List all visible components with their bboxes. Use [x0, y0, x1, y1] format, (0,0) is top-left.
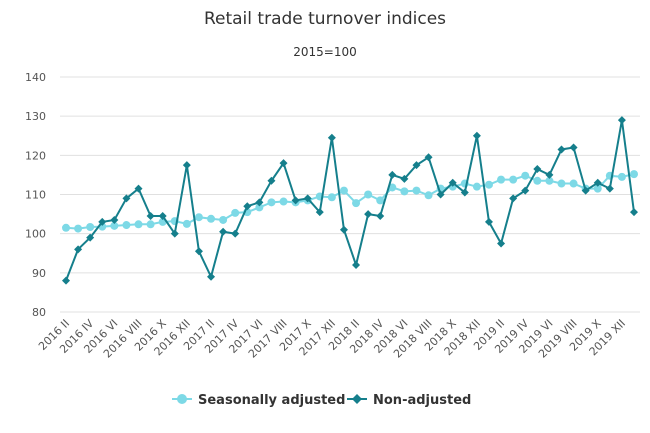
- marker: [533, 176, 542, 185]
- marker: [207, 272, 216, 281]
- marker: [617, 116, 626, 125]
- marker: [146, 220, 155, 229]
- marker: [219, 227, 228, 236]
- marker: [194, 247, 203, 256]
- marker: [86, 233, 95, 242]
- marker: [605, 184, 614, 193]
- marker: [521, 186, 530, 195]
- marker: [630, 170, 638, 179]
- marker: [303, 194, 312, 203]
- marker: [98, 217, 107, 226]
- marker: [267, 176, 276, 185]
- legend-marker: [177, 394, 187, 404]
- marker: [364, 210, 373, 219]
- marker: [424, 191, 433, 200]
- marker: [545, 176, 554, 185]
- chart-subtitle: 2015=100: [293, 45, 357, 59]
- marker: [484, 180, 493, 189]
- marker: [388, 183, 397, 192]
- marker: [448, 178, 457, 187]
- marker: [207, 214, 216, 223]
- legend-label: Seasonally adjusted: [198, 393, 345, 408]
- marker: [170, 229, 179, 238]
- marker: [593, 184, 602, 193]
- marker: [497, 175, 506, 184]
- marker: [122, 221, 131, 230]
- marker: [219, 215, 228, 224]
- marker: [497, 239, 506, 248]
- marker: [436, 190, 445, 199]
- marker: [339, 225, 348, 234]
- marker: [110, 215, 119, 224]
- marker: [279, 197, 288, 206]
- y-tick-label: 120: [25, 149, 46, 162]
- marker: [376, 196, 385, 205]
- y-tick-label: 140: [25, 71, 46, 84]
- marker: [267, 198, 276, 207]
- marker: [146, 212, 155, 221]
- marker: [279, 159, 288, 168]
- marker: [62, 223, 70, 232]
- marker: [158, 212, 167, 221]
- marker: [327, 193, 336, 202]
- marker: [327, 133, 336, 142]
- marker: [424, 153, 433, 162]
- marker: [617, 172, 626, 181]
- marker: [545, 170, 554, 179]
- marker: [364, 190, 373, 199]
- marker: [581, 186, 590, 195]
- marker: [412, 161, 421, 170]
- marker: [231, 229, 240, 238]
- series-line: [65, 119, 635, 282]
- marker: [231, 208, 240, 217]
- y-tick-label: 130: [25, 110, 46, 123]
- marker: [62, 276, 70, 285]
- y-tick-label: 100: [25, 228, 46, 241]
- marker: [352, 199, 361, 208]
- marker: [521, 171, 530, 180]
- marker: [74, 224, 83, 233]
- marker: [182, 219, 191, 228]
- marker: [557, 145, 566, 154]
- marker: [472, 182, 481, 191]
- marker: [339, 186, 348, 195]
- marker: [388, 170, 397, 179]
- marker: [315, 208, 324, 217]
- marker: [376, 212, 385, 221]
- marker: [569, 179, 578, 188]
- marker: [86, 223, 95, 232]
- marker: [255, 198, 264, 207]
- marker: [630, 208, 638, 217]
- marker: [400, 187, 409, 196]
- marker: [412, 186, 421, 195]
- marker: [509, 194, 518, 203]
- marker: [593, 178, 602, 187]
- marker: [74, 245, 83, 254]
- chart-title: Retail trade turnover indices: [204, 9, 446, 29]
- marker: [110, 221, 119, 230]
- marker: [134, 220, 143, 229]
- marker: [509, 175, 518, 184]
- y-tick-label: 80: [32, 306, 46, 319]
- marker: [194, 213, 203, 222]
- y-tick-label: 110: [25, 189, 46, 202]
- marker: [182, 161, 191, 170]
- legend-label: Non-adjusted: [373, 393, 471, 408]
- legend-marker: [352, 394, 362, 404]
- marker: [255, 203, 264, 212]
- marker: [243, 202, 252, 211]
- marker: [352, 261, 361, 269]
- marker: [134, 184, 143, 193]
- marker: [569, 143, 578, 152]
- marker: [533, 165, 542, 174]
- marker: [472, 131, 481, 140]
- marker: [291, 196, 300, 205]
- marker: [122, 194, 131, 203]
- marker: [557, 179, 566, 188]
- marker: [460, 188, 469, 197]
- marker: [400, 174, 409, 183]
- y-tick-label: 90: [32, 267, 46, 280]
- marker: [484, 217, 493, 226]
